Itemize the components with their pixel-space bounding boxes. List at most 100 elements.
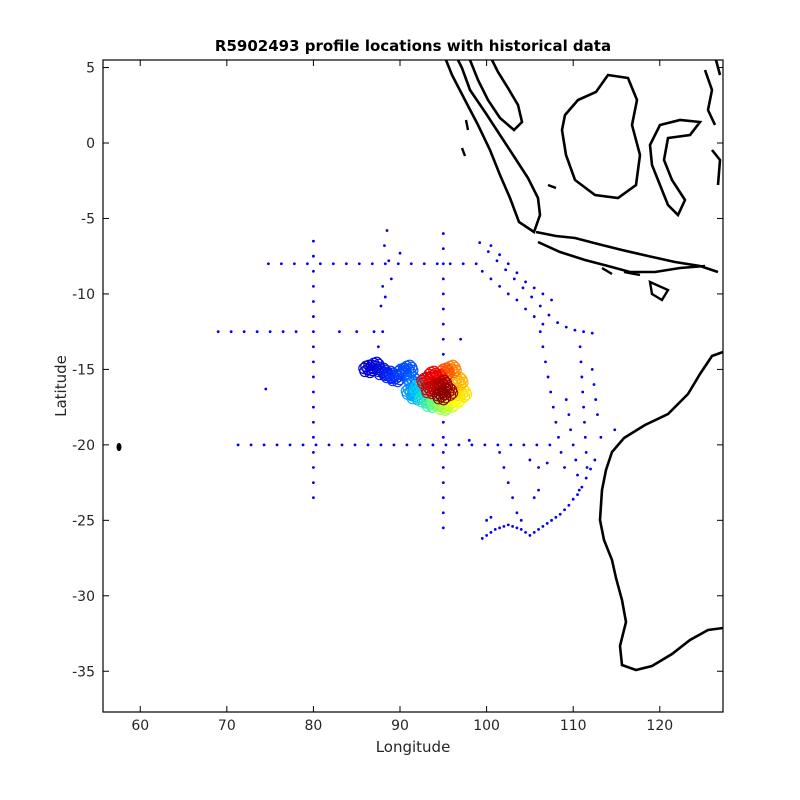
historical-point: [383, 244, 386, 248]
historical-point: [480, 269, 484, 273]
historical-point: [585, 466, 589, 469]
y-tick-label: -10: [72, 287, 95, 303]
historical-point: [312, 315, 315, 318]
historical-point: [511, 496, 514, 500]
historical-point: [441, 481, 445, 484]
historical-point: [422, 262, 426, 266]
historical-point: [564, 325, 568, 329]
historical-point: [312, 451, 315, 454]
historical-point: [236, 443, 240, 447]
historical-point: [441, 277, 445, 281]
historical-point: [312, 269, 315, 273]
historical-point: [528, 534, 532, 537]
historical-point: [580, 485, 584, 489]
historical-point: [376, 345, 380, 349]
x-tick-label: 120: [646, 718, 673, 734]
historical-point: [383, 295, 387, 299]
historical-point: [563, 508, 566, 512]
historical-point: [301, 443, 305, 447]
profile-location-marker: [403, 359, 416, 372]
historical-point: [383, 262, 387, 266]
historical-point: [506, 262, 510, 266]
historical-point: [344, 262, 348, 266]
historical-point: [387, 259, 391, 263]
y-axis-label: Latitude: [52, 355, 70, 417]
historical-point: [549, 390, 553, 394]
x-tick-label: 70: [218, 718, 236, 734]
historical-point: [592, 383, 596, 386]
historical-point: [576, 473, 579, 477]
historical-point: [312, 300, 315, 303]
historical-point: [275, 443, 279, 447]
historical-point: [584, 451, 588, 454]
historical-point: [582, 405, 585, 409]
historical-point: [541, 524, 545, 528]
historical-point: [567, 503, 571, 507]
historical-point: [229, 330, 233, 334]
historical-point: [589, 467, 592, 471]
historical-point: [515, 526, 519, 530]
coastline-layer: [116, 60, 723, 672]
profile-location-marker: [436, 386, 449, 399]
y-tick-label: -35: [72, 664, 95, 680]
historical-point: [441, 466, 445, 469]
historical-point: [389, 277, 393, 281]
historical-point: [312, 420, 315, 424]
historical-point: [441, 337, 445, 341]
historical-point: [266, 262, 270, 266]
historical-point: [405, 443, 409, 447]
historical-points-layer: [216, 229, 617, 540]
historical-point: [519, 527, 523, 531]
x-tick-label: 80: [305, 718, 323, 734]
historical-point: [522, 443, 526, 447]
historical-point: [486, 250, 490, 254]
historical-point: [519, 518, 523, 522]
historical-point: [489, 515, 493, 519]
historical-point: [357, 262, 361, 266]
historical-point: [571, 497, 575, 501]
historical-point: [216, 330, 220, 334]
historical-point: [506, 523, 510, 527]
y-tick-label: 0: [86, 136, 95, 152]
historical-point: [480, 537, 484, 540]
historical-point: [593, 458, 597, 462]
historical-point: [535, 443, 539, 447]
historical-point: [541, 292, 545, 296]
historical-point: [312, 496, 315, 500]
profile-location-marker: [371, 356, 383, 369]
historical-point: [498, 284, 501, 288]
historical-point: [546, 375, 550, 379]
coastline-malaya: [468, 60, 524, 132]
historical-point: [312, 239, 315, 243]
x-axis: 60 70 80 90 100 110 120: [131, 60, 673, 734]
historical-point: [314, 443, 318, 447]
historical-point: [515, 511, 519, 515]
historical-point: [599, 435, 603, 439]
profile-locations-layer: [358, 356, 473, 416]
historical-point: [583, 435, 587, 439]
historical-point: [485, 518, 489, 522]
historical-point: [506, 292, 510, 296]
historical-point: [305, 262, 309, 266]
historical-point: [498, 451, 501, 454]
historical-point: [448, 262, 452, 266]
historical-point: [379, 443, 383, 447]
historical-point: [441, 307, 445, 311]
historical-point: [441, 292, 445, 296]
historical-point: [312, 330, 315, 334]
historical-point: [537, 527, 540, 531]
historical-point: [312, 481, 315, 484]
x-tick-label: 110: [560, 718, 587, 734]
coastline-java: [535, 230, 719, 274]
y-tick-label: -5: [81, 211, 95, 227]
historical-point: [524, 530, 527, 534]
historical-point: [541, 345, 545, 349]
y-tick-label: -30: [72, 589, 95, 605]
historical-point: [556, 321, 560, 325]
historical-point: [337, 330, 341, 334]
x-tick-label: 90: [391, 718, 409, 734]
x-axis-label: Longitude: [376, 738, 451, 756]
profile-location-marker: [435, 390, 448, 403]
historical-point: [554, 420, 558, 424]
historical-point: [581, 390, 585, 394]
